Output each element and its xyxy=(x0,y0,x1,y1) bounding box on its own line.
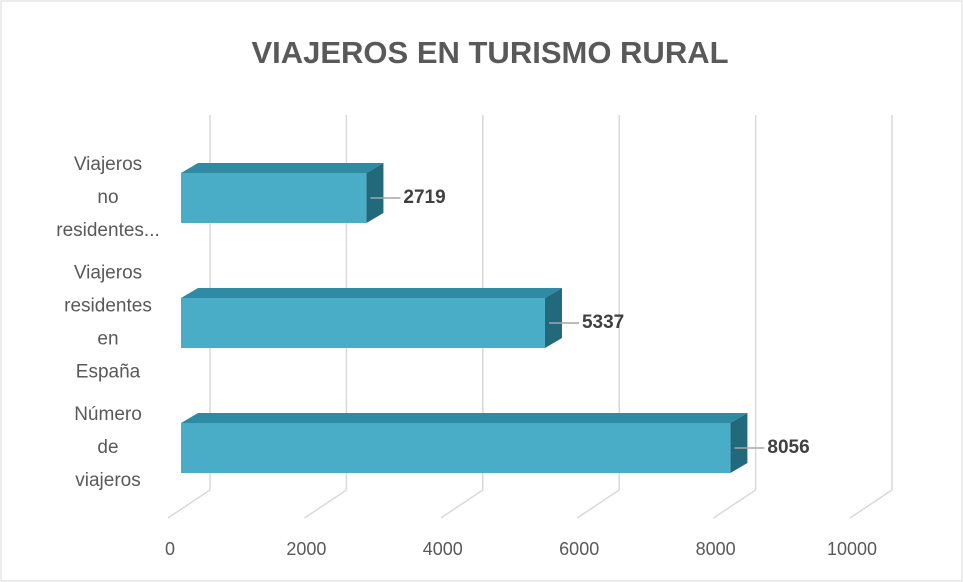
grid-line xyxy=(440,115,484,519)
bar-top xyxy=(181,163,384,173)
x-tick-label: 6000 xyxy=(559,539,599,559)
bar xyxy=(181,288,562,348)
bar-side xyxy=(730,413,748,473)
bar xyxy=(181,163,384,223)
bar-side xyxy=(366,163,384,223)
grid-line xyxy=(713,115,757,519)
x-tick-label: 4000 xyxy=(423,539,463,559)
bar-top xyxy=(181,288,562,298)
x-tick-label: 0 xyxy=(165,539,175,559)
bar xyxy=(181,413,748,473)
y-tick-label: Viajeros no residentes... xyxy=(56,154,160,241)
value-label: 2719 xyxy=(403,187,445,208)
bar-front xyxy=(181,298,545,348)
y-tick-label: Viajeros residentes en España xyxy=(64,263,152,383)
chart-title: VIAJEROS EN TURISMO RURAL xyxy=(251,35,728,70)
y-tick-label: Número de viajeros xyxy=(74,404,142,491)
bar-front xyxy=(181,173,367,223)
x-tick-label: 10000 xyxy=(827,539,877,559)
x-tick-label: 2000 xyxy=(286,539,326,559)
grid-line xyxy=(167,115,211,519)
x-tick-label: 8000 xyxy=(696,539,736,559)
value-label: 8056 xyxy=(767,437,809,458)
value-label: 5337 xyxy=(582,312,624,333)
grid-line xyxy=(576,115,620,519)
bar-front xyxy=(181,423,731,473)
bar-top xyxy=(181,413,748,423)
grid-line xyxy=(303,115,348,519)
bar-side xyxy=(544,288,562,348)
grid-line xyxy=(849,115,893,519)
